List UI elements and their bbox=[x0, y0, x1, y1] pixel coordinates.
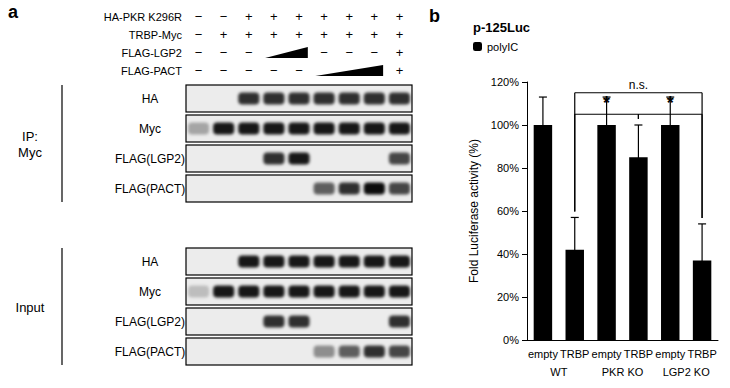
svg-text:−: − bbox=[220, 63, 228, 78]
svg-text:Input: Input bbox=[16, 300, 45, 315]
svg-text:−: − bbox=[195, 9, 203, 24]
svg-text:Myc: Myc bbox=[139, 122, 161, 136]
svg-text:+: + bbox=[320, 27, 328, 42]
svg-text:+: + bbox=[270, 27, 278, 42]
svg-text:−: − bbox=[245, 45, 253, 60]
svg-text:60%: 60% bbox=[497, 205, 519, 217]
svg-text:+: + bbox=[396, 27, 404, 42]
svg-text:PKR KO: PKR KO bbox=[602, 366, 644, 378]
svg-text:TRBP: TRBP bbox=[560, 348, 589, 360]
svg-text:+: + bbox=[396, 9, 404, 24]
svg-text:p-125Luc: p-125Luc bbox=[473, 20, 530, 35]
svg-text:polyIC: polyIC bbox=[487, 41, 518, 53]
svg-text:FLAG(LGP2): FLAG(LGP2) bbox=[115, 315, 185, 329]
svg-text:−: − bbox=[220, 9, 228, 24]
svg-text:b: b bbox=[429, 6, 440, 26]
svg-text:TRBP: TRBP bbox=[687, 348, 716, 360]
svg-text:IP:: IP: bbox=[22, 129, 38, 144]
svg-text:WT: WT bbox=[550, 366, 567, 378]
svg-text:Myc: Myc bbox=[139, 285, 161, 299]
svg-text:FLAG(PACT): FLAG(PACT) bbox=[115, 345, 185, 359]
svg-text:Myc: Myc bbox=[18, 145, 42, 160]
svg-text:+: + bbox=[245, 27, 253, 42]
svg-text:−: − bbox=[345, 45, 353, 60]
svg-text:a: a bbox=[8, 2, 19, 22]
svg-text:−: − bbox=[320, 45, 328, 60]
svg-text:HA-PKR K296R: HA-PKR K296R bbox=[104, 11, 182, 23]
svg-text:0%: 0% bbox=[503, 334, 519, 346]
svg-text:empty: empty bbox=[655, 348, 685, 360]
svg-text:+: + bbox=[245, 9, 253, 24]
svg-text:LGP2 KO: LGP2 KO bbox=[663, 366, 711, 378]
svg-text:−: − bbox=[195, 63, 203, 78]
svg-text:−: − bbox=[270, 63, 278, 78]
svg-text:HA: HA bbox=[142, 255, 159, 269]
svg-text:FLAG-PACT: FLAG-PACT bbox=[121, 65, 182, 77]
svg-text:+: + bbox=[295, 27, 303, 42]
svg-text:empty: empty bbox=[592, 348, 622, 360]
svg-text:+: + bbox=[295, 9, 303, 24]
svg-text:120%: 120% bbox=[491, 76, 519, 88]
svg-text:−: − bbox=[195, 45, 203, 60]
svg-text:+: + bbox=[320, 9, 328, 24]
svg-text:*: * bbox=[603, 93, 610, 113]
svg-text:20%: 20% bbox=[497, 291, 519, 303]
svg-text:−: − bbox=[195, 27, 203, 42]
svg-text:−: − bbox=[371, 45, 379, 60]
svg-text:+: + bbox=[396, 45, 404, 60]
svg-text:+: + bbox=[371, 27, 379, 42]
svg-text:empty: empty bbox=[528, 348, 558, 360]
svg-text:FLAG(PACT): FLAG(PACT) bbox=[115, 182, 185, 196]
svg-text:FLAG(LGP2): FLAG(LGP2) bbox=[115, 152, 185, 166]
svg-text:−: − bbox=[245, 63, 253, 78]
svg-text:100%: 100% bbox=[491, 119, 519, 131]
svg-text:*: * bbox=[667, 93, 674, 113]
svg-text:n.s.: n.s. bbox=[629, 78, 648, 92]
svg-text:TRBP: TRBP bbox=[624, 348, 653, 360]
svg-text:TRBP-Myc: TRBP-Myc bbox=[129, 29, 183, 41]
svg-text:−: − bbox=[295, 63, 303, 78]
svg-text:+: + bbox=[371, 9, 379, 24]
svg-text:FLAG-LGP2: FLAG-LGP2 bbox=[121, 47, 182, 59]
svg-text:−: − bbox=[220, 45, 228, 60]
svg-text:40%: 40% bbox=[497, 248, 519, 260]
svg-text:+: + bbox=[396, 63, 404, 78]
svg-text:Fold Luciferase activity (%): Fold Luciferase activity (%) bbox=[467, 139, 481, 283]
svg-text:+: + bbox=[220, 27, 228, 42]
svg-text:+: + bbox=[345, 27, 353, 42]
svg-text:HA: HA bbox=[142, 92, 159, 106]
svg-text:+: + bbox=[270, 9, 278, 24]
svg-text:80%: 80% bbox=[497, 162, 519, 174]
svg-text:+: + bbox=[345, 9, 353, 24]
